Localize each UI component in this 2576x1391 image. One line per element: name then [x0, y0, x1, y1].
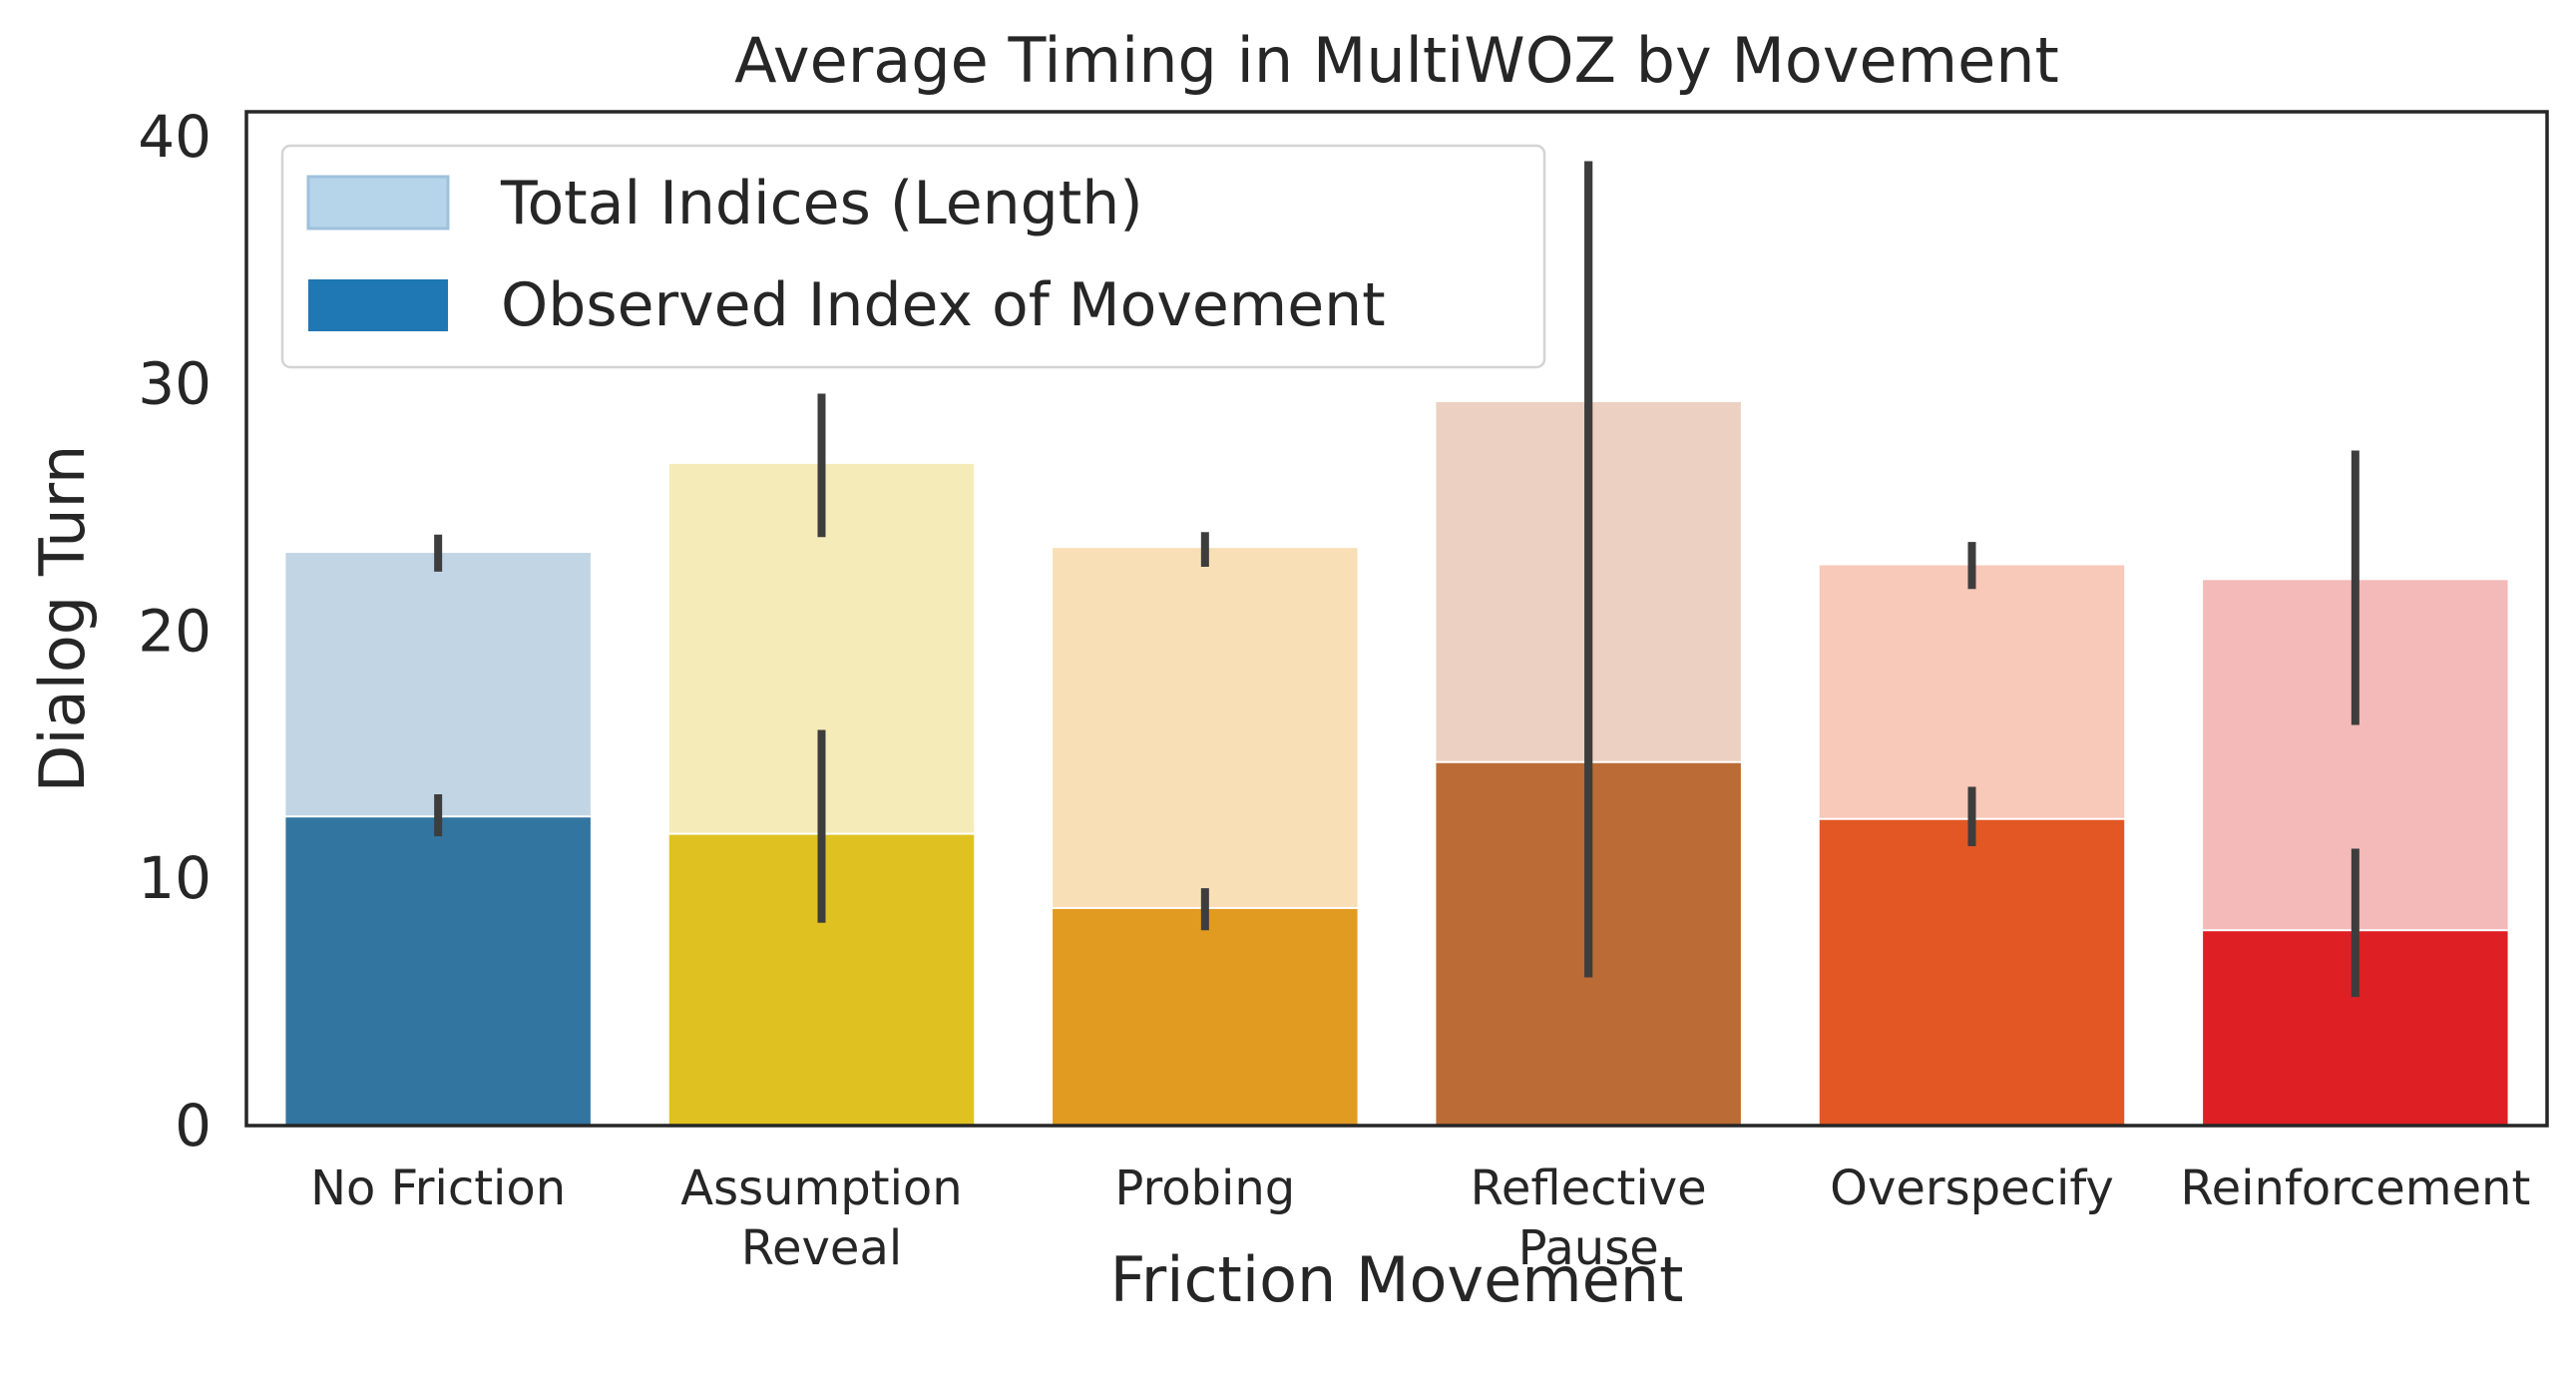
legend-frame: [280, 144, 1546, 369]
bar-observed-index: [1817, 817, 2127, 1127]
chart-legend: Total Indices (Length) Observed Index of…: [280, 144, 1546, 369]
x-tick-label: Reinforcement: [2180, 1160, 2530, 1216]
bar-observed-index: [1051, 906, 1360, 1127]
x-tick-label: Assumption Reveal: [680, 1160, 962, 1276]
observed-index-bars: [283, 760, 2510, 1128]
x-tick-label: Reflective Pause: [1471, 1160, 1707, 1276]
plot-frame: [244, 110, 2549, 1128]
x-tick-label: No Friction: [310, 1160, 566, 1216]
error-bars: [434, 161, 2360, 998]
y-axis-label: Dialog Turn: [26, 445, 99, 793]
legend-swatch-total: [306, 175, 450, 231]
x-tick-label: Probing: [1114, 1160, 1295, 1216]
y-axis-ticks: 0 10 20 30 40: [138, 103, 212, 1159]
legend-label-total: Total Indices (Length): [500, 169, 1143, 238]
y-tick-label: 30: [138, 350, 212, 418]
legend-swatch-observed: [308, 279, 448, 331]
bar-observed-index: [283, 815, 593, 1127]
legend-label-observed: Observed Index of Movement: [501, 270, 1386, 340]
y-tick-label: 10: [138, 844, 212, 912]
y-tick-label: 40: [138, 103, 212, 171]
total-length-bars: [283, 399, 2510, 1127]
x-axis-label: Friction Movement: [1110, 1243, 1684, 1316]
chart-title: Average Timing in MultiWOZ by Movement: [734, 24, 2059, 97]
y-tick-label: 0: [175, 1092, 212, 1159]
x-tick-label: Overspecify: [1830, 1160, 2114, 1216]
y-tick-label: 20: [138, 597, 212, 665]
x-axis-ticks: No Friction Assumption Reveal Probing Reflec…: [310, 1160, 2530, 1276]
